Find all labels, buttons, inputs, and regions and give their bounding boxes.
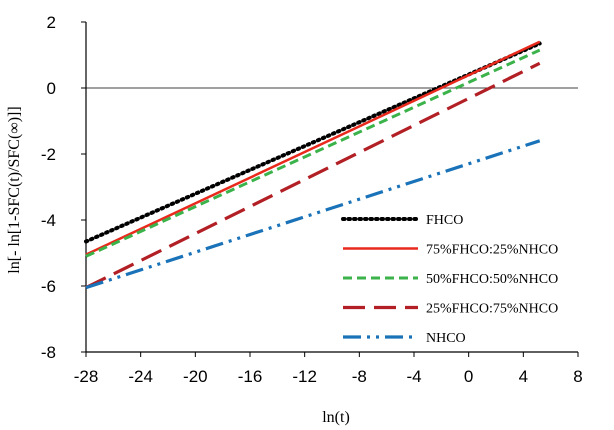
x-axis-title: ln(t) (322, 409, 350, 426)
x-tick-label: -20 (183, 367, 208, 386)
y-tick-label: -2 (41, 145, 56, 164)
x-tick-label: -28 (74, 367, 99, 386)
x-tick-label: 0 (464, 367, 473, 386)
x-tick-label: -4 (406, 367, 421, 386)
x-tick-label: -16 (238, 367, 263, 386)
y-tick-labels: 2 0 -2 -4 -6 -8 (41, 13, 56, 362)
x-tick-label: -8 (352, 367, 367, 386)
y-tick-label: 2 (47, 13, 56, 32)
legend-label-5: NHCO (426, 331, 466, 346)
legend-label-1: FHCO (426, 213, 463, 228)
series-lines (84, 40, 542, 290)
series-line-3 (85, 48, 541, 258)
x-tick-labels: -28 -24 -20 -16 -12 -8 -4 0 4 8 (74, 367, 583, 386)
axes (81, 21, 579, 357)
x-tick-label: 4 (519, 367, 528, 386)
x-tick-label: -12 (292, 367, 317, 386)
y-tick-label: -6 (41, 277, 56, 296)
legend-label-4: 25%FHCO:75%NHCO (426, 302, 558, 317)
x-tick-label: 8 (573, 367, 582, 386)
legend-label-3: 50%FHCO:50%NHCO (426, 272, 558, 287)
series-line-5 (85, 139, 541, 290)
y-tick-label: -4 (41, 211, 56, 230)
y-axis-title: ln[- ln[1-SFC(t)/SFC(∞)]] (6, 106, 23, 273)
y-tick-label: 0 (47, 79, 56, 98)
legend: FHCO 75%FHCO:25%NHCO 50%FHCO:50%NHCO 25%FHC… (341, 213, 558, 346)
series-line-2 (85, 40, 541, 256)
y-tick-label: -8 (41, 343, 56, 362)
legend-label-2: 75%FHCO:25%NHCO (426, 243, 558, 258)
series-line-4 (85, 61, 541, 290)
x-tick-label: -24 (128, 367, 153, 386)
